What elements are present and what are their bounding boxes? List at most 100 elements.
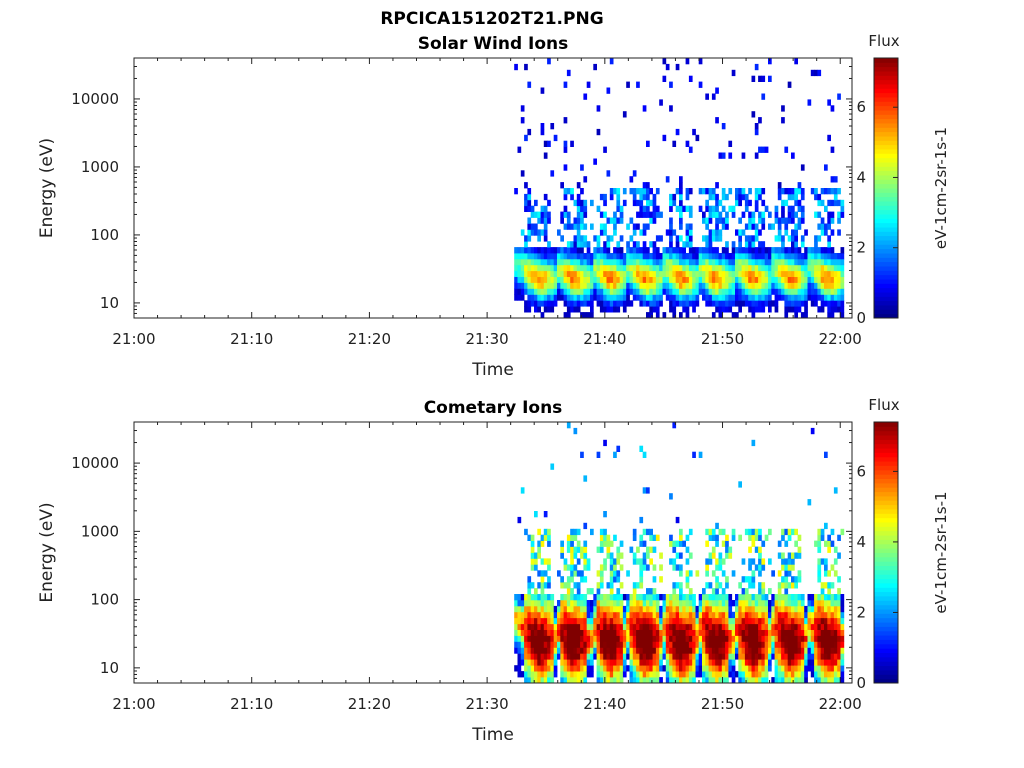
- colorbar-segment: [874, 596, 898, 601]
- heatmap-cell: [784, 146, 789, 153]
- heatmap-cell: [557, 294, 561, 301]
- heatmap-cell: [748, 671, 752, 678]
- heatmap-cell: [698, 270, 703, 277]
- heatmap-cell: [774, 258, 779, 266]
- heatmap-cell: [725, 217, 729, 224]
- heatmap-cell: [642, 241, 647, 248]
- heatmap-cell: [708, 552, 713, 559]
- colorbar-segment: [874, 175, 898, 180]
- heatmap-cell: [827, 594, 831, 601]
- heatmap-cell: [543, 193, 548, 201]
- heatmap-cell: [573, 270, 578, 277]
- heatmap-cell: [715, 182, 719, 189]
- heatmap-cell: [715, 300, 719, 307]
- heatmap-cell: [593, 641, 597, 648]
- heatmap-cell: [543, 264, 548, 272]
- heatmap-cell: [649, 199, 653, 207]
- heatmap-cell: [781, 611, 785, 619]
- heatmap-cell: [791, 253, 795, 260]
- heatmap-cell: [754, 152, 759, 159]
- heatmap-cell: [580, 164, 584, 171]
- heatmap-cell: [566, 241, 571, 248]
- heatmap-cell: [817, 223, 822, 230]
- heatmap-cell: [570, 188, 574, 195]
- heatmap-cell: [524, 653, 528, 660]
- heatmap-cell: [758, 552, 762, 559]
- heatmap-cell: [685, 629, 690, 636]
- heatmap-cell: [830, 282, 835, 289]
- heatmap-cell: [754, 641, 759, 648]
- colorbar-segment: [874, 665, 898, 671]
- heatmap-cell: [758, 623, 762, 630]
- heatmap-cell: [840, 671, 845, 678]
- heatmap-cell: [744, 264, 749, 272]
- heatmap-cell: [820, 282, 825, 289]
- heatmap-cell: [590, 617, 594, 625]
- heatmap-cell: [810, 623, 815, 630]
- x-tick-label: 22:00: [819, 330, 862, 348]
- heatmap-cell: [527, 594, 532, 601]
- heatmap-cell: [754, 258, 759, 266]
- heatmap-cell: [580, 276, 584, 283]
- heatmap-cell: [777, 276, 782, 283]
- heatmap-cell: [537, 229, 541, 236]
- heatmap-cell: [593, 653, 597, 660]
- heatmap-cell: [675, 600, 680, 607]
- heatmap-cell: [573, 534, 578, 541]
- heatmap-cell: [804, 605, 808, 613]
- heatmap-cell: [639, 445, 644, 452]
- heatmap-cell: [566, 211, 571, 218]
- heatmap-cell: [824, 594, 828, 601]
- heatmap-cell: [580, 617, 584, 625]
- heatmap-cell: [761, 288, 766, 295]
- heatmap-cell: [820, 617, 825, 625]
- heatmap-cell: [800, 635, 805, 642]
- heatmap-cell: [672, 312, 677, 319]
- heatmap-cell: [840, 306, 845, 313]
- heatmap-cell: [537, 659, 541, 666]
- heatmap-cell: [682, 205, 686, 212]
- heatmap-cell: [794, 312, 798, 319]
- heatmap-cell: [596, 300, 601, 307]
- heatmap-cell: [669, 629, 673, 636]
- heatmap-cell: [748, 306, 752, 313]
- heatmap-cell: [527, 665, 532, 672]
- heatmap-cell: [771, 270, 775, 277]
- heatmap-cell: [748, 665, 752, 672]
- heatmap-cell: [794, 258, 798, 266]
- heatmap-cell: [738, 629, 742, 636]
- heatmap-cell: [791, 300, 795, 307]
- heatmap-cell: [590, 300, 594, 307]
- heatmap-cell: [797, 594, 802, 601]
- heatmap-cell: [814, 659, 818, 666]
- heatmap-cell: [590, 258, 594, 266]
- heatmap-cell: [517, 288, 522, 295]
- heatmap-cell: [718, 582, 723, 589]
- heatmap-cell: [711, 594, 716, 601]
- heatmap-cell: [827, 188, 831, 195]
- heatmap-cell: [810, 665, 815, 672]
- heatmap-cell: [715, 629, 719, 636]
- heatmap-cell: [698, 264, 703, 272]
- heatmap-cell: [652, 600, 657, 607]
- colorbar-segment: [874, 548, 898, 553]
- heatmap-cell: [642, 193, 647, 201]
- heatmap-cell: [777, 629, 782, 636]
- heatmap-cell: [642, 540, 647, 547]
- heatmap-cell: [781, 582, 785, 589]
- heatmap-cell: [751, 306, 756, 313]
- heatmap-cell: [593, 623, 597, 630]
- heatmap-cell: [715, 647, 719, 654]
- heatmap-cell: [603, 276, 607, 283]
- heatmap-cell: [688, 294, 693, 301]
- heatmap-cell: [530, 594, 535, 601]
- heatmap-cell: [573, 199, 578, 207]
- heatmap-cell: [675, 288, 680, 295]
- heatmap-cell: [758, 677, 762, 684]
- heatmap-cell: [662, 276, 667, 283]
- heatmap-cell: [830, 611, 835, 619]
- heatmap-cell: [777, 588, 782, 595]
- heatmap-cell: [840, 641, 845, 648]
- heatmap-cell: [517, 611, 522, 619]
- heatmap-cell: [632, 229, 637, 236]
